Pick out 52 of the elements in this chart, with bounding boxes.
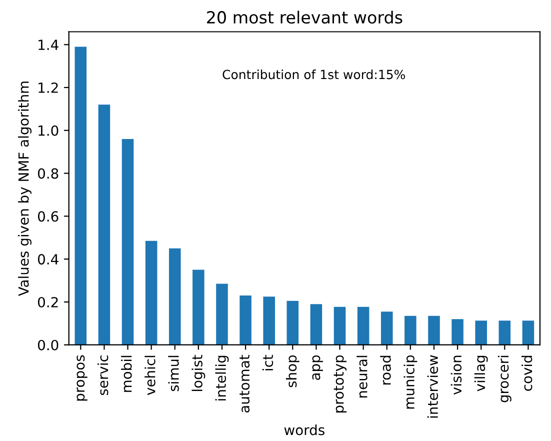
y-tick-label: 0.0 <box>38 340 58 350</box>
y-tick-label: 0.2 <box>38 296 58 308</box>
bar <box>404 316 416 345</box>
x-tick-label: mobil <box>121 356 132 392</box>
bar <box>98 104 110 345</box>
bar <box>498 320 511 345</box>
bar <box>475 320 487 345</box>
bar <box>168 248 181 345</box>
x-tick-label: ict <box>262 354 274 370</box>
x-tick-label: app <box>312 355 323 380</box>
bar <box>122 138 134 345</box>
bar <box>216 284 228 345</box>
x-axis-title: words <box>284 424 324 436</box>
x-tick-label: neural <box>356 356 368 398</box>
x-tick-label: groceri <box>498 356 512 402</box>
y-axis-title: Values given by NMF algorithm <box>18 82 32 296</box>
x-tick-label: vehicl <box>144 356 156 396</box>
x-tick-label: covid <box>521 356 532 391</box>
bar <box>145 240 158 345</box>
x-tick-label: servic <box>97 355 108 396</box>
x-tick-label: shop <box>286 355 300 388</box>
x-tick-label: logist <box>192 354 206 391</box>
x-tick-label: interview <box>427 355 438 418</box>
bar <box>522 320 534 345</box>
bar <box>452 319 464 345</box>
bar <box>286 300 299 345</box>
bar <box>74 46 87 345</box>
y-tick-label: 0.4 <box>38 254 58 265</box>
x-tick-label: intellig <box>215 356 229 400</box>
bar <box>357 306 370 345</box>
y-tick-label: 1.4 <box>38 40 58 50</box>
bar <box>310 304 322 345</box>
x-tick-label: road <box>380 356 391 385</box>
x-tick-label: vision <box>450 356 462 395</box>
y-tick-label: 1.0 <box>38 125 58 136</box>
bar <box>380 312 393 345</box>
x-tick-label: villag <box>474 356 488 392</box>
bar <box>240 296 252 345</box>
y-tick-label: 0.8 <box>38 168 58 179</box>
x-tick-label: propos <box>76 355 88 401</box>
y-tick-label: 1.2 <box>38 82 58 93</box>
x-tick-label: prototyp <box>334 355 346 412</box>
bar <box>263 296 275 345</box>
y-tick-label: 0.6 <box>38 211 58 222</box>
annotation: Contribution of 1st word:15% <box>222 70 405 80</box>
bar <box>334 306 346 345</box>
x-tick-label: simul <box>168 356 179 392</box>
bar <box>428 316 440 345</box>
bar <box>192 270 204 345</box>
chart-title: 20 most relevant words <box>207 10 402 24</box>
x-tick-label: automat <box>240 354 250 412</box>
x-tick-label: municip <box>404 355 418 409</box>
